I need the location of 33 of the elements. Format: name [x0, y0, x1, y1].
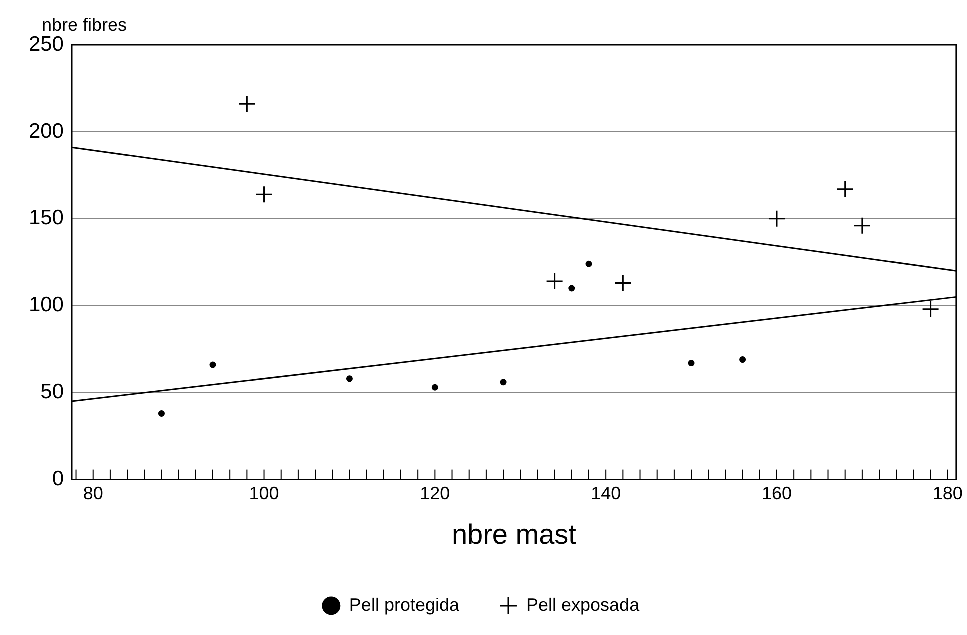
x-tick-label: 160: [762, 484, 792, 504]
x-tick-label: 100: [249, 484, 280, 504]
y-tick-label: 0: [52, 468, 64, 491]
point: [854, 217, 872, 235]
legend-label: Pell exposada: [526, 594, 641, 615]
point: [158, 410, 165, 417]
y-tick-label: 100: [28, 294, 64, 317]
point: [836, 180, 854, 198]
y-tick-label: 150: [28, 206, 64, 230]
point: [210, 362, 216, 368]
point: [688, 360, 695, 367]
y-axis-title: nbre fibres: [42, 14, 128, 35]
point: [740, 356, 746, 364]
point: [238, 95, 256, 113]
legend-label: Pell protegida: [349, 594, 460, 615]
x-tick-label: 120: [420, 484, 450, 504]
point: [922, 300, 940, 318]
y-tick-label: 200: [28, 120, 64, 143]
point: [546, 272, 564, 290]
point: [432, 384, 438, 391]
point: [586, 260, 592, 268]
point: [768, 210, 786, 228]
point: [614, 274, 632, 292]
x-axis-title: nbre mast: [452, 518, 577, 550]
point: [346, 376, 353, 382]
point: [500, 379, 507, 386]
point: [568, 285, 576, 292]
y-tick-label: 50: [40, 380, 64, 404]
y-tick-label: 250: [28, 32, 64, 56]
x-tick-label: 180: [932, 484, 963, 504]
x-tick-label: 140: [591, 484, 622, 504]
point: [256, 186, 274, 204]
x-tick-label: 80: [83, 484, 104, 504]
